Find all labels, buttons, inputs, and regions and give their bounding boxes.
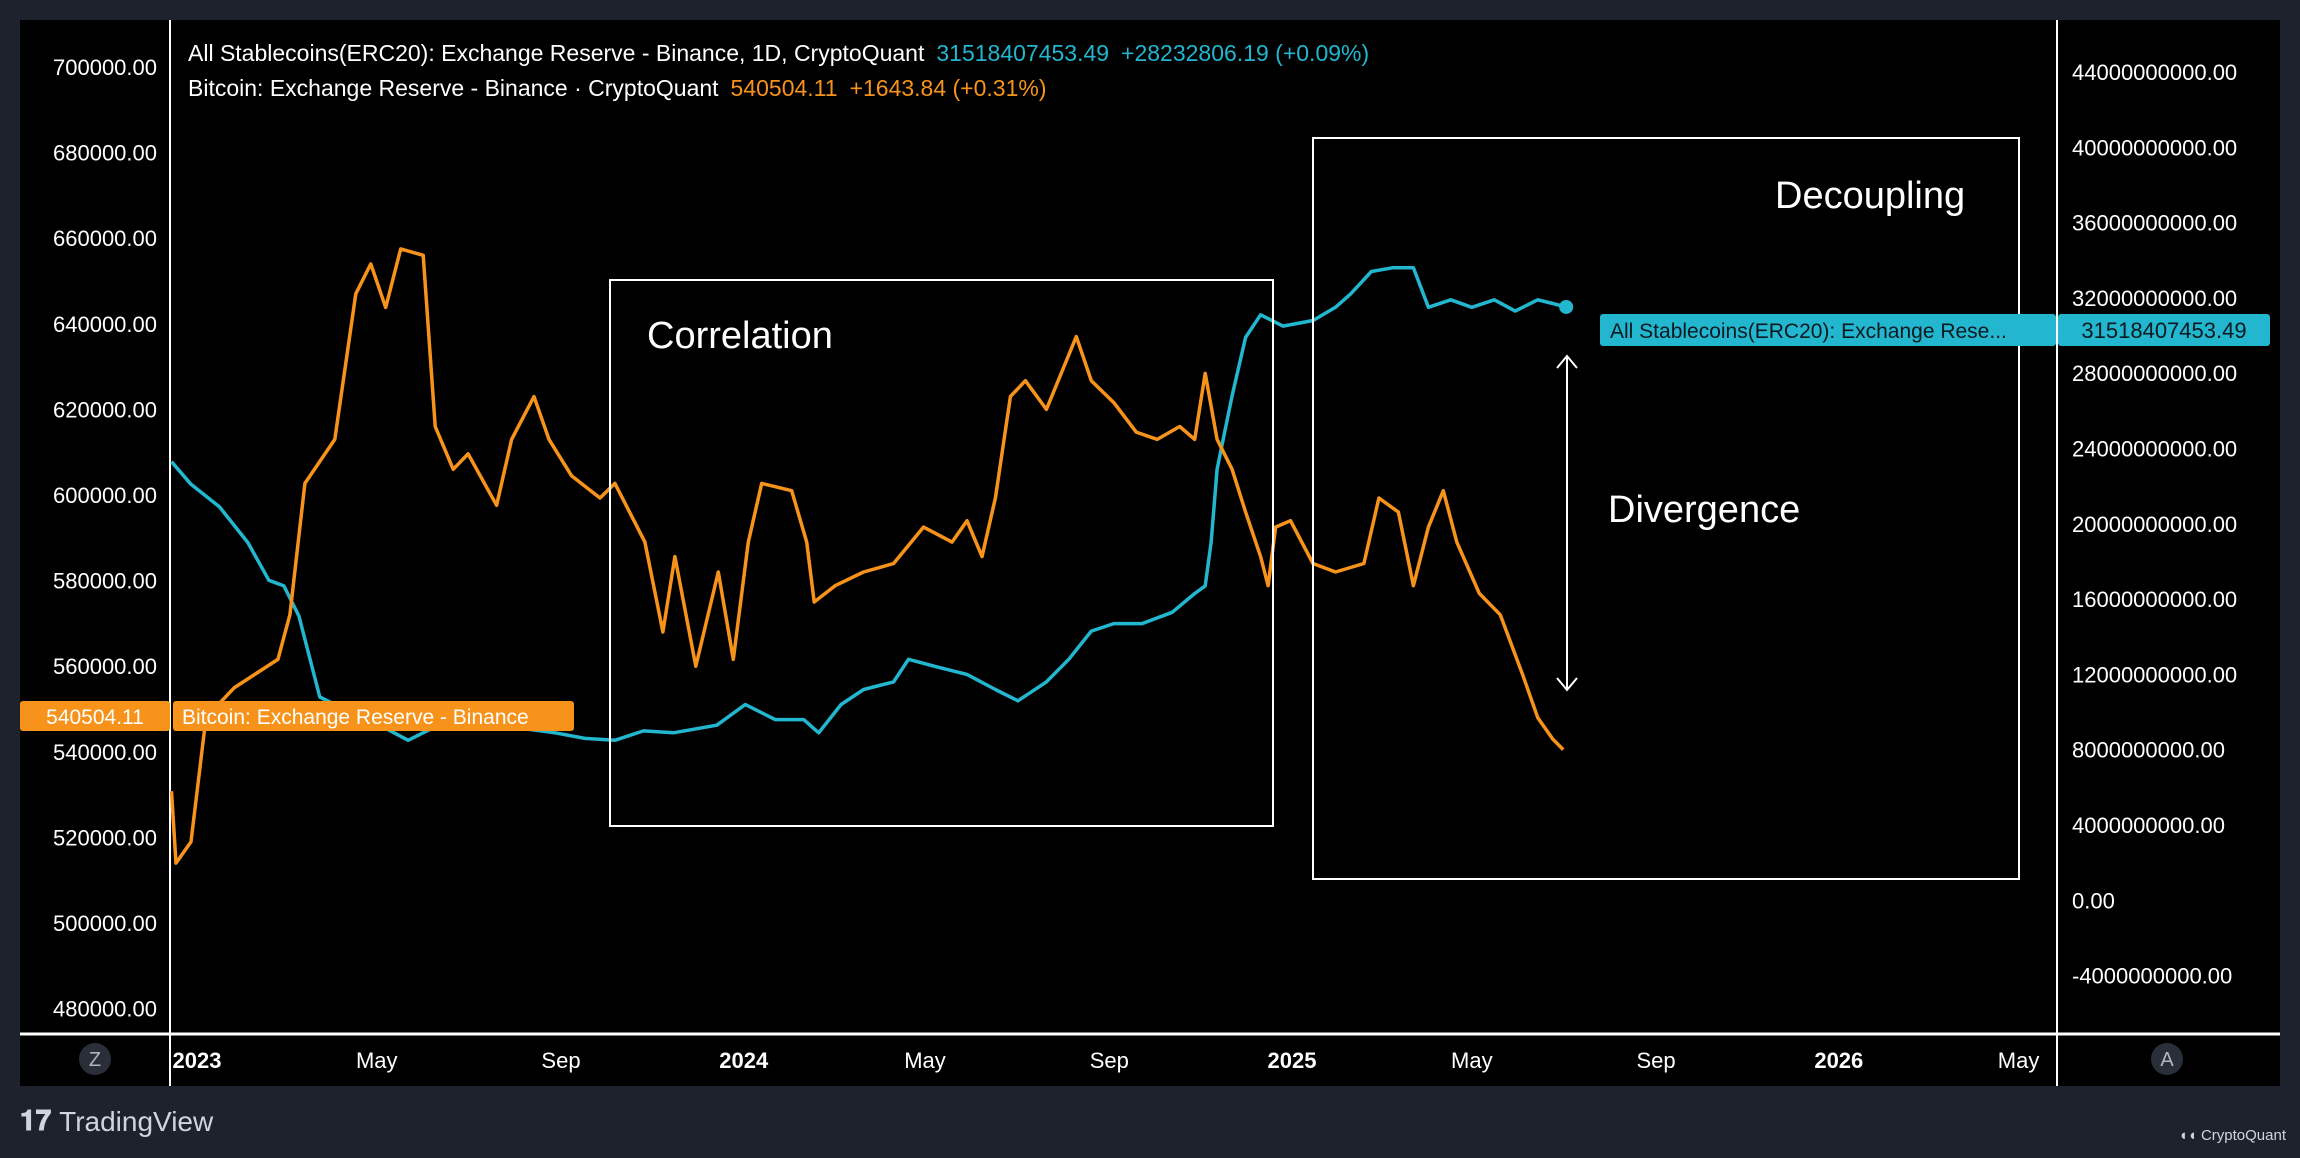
left-axis-tick-label: 540000.00 <box>53 740 157 765</box>
tradingview-logo-icon: 𝟏𝟕 <box>20 1105 52 1136</box>
right-axis-tick-label: 4000000000.00 <box>2072 813 2225 838</box>
stablecoin-price-label: All Stablecoins(ERC20): Exchange Rese...… <box>1600 314 2270 346</box>
legend-btc-title: Bitcoin: Exchange Reserve - Binance · Cr… <box>188 75 719 101</box>
btc-reserve-line <box>170 247 1565 865</box>
btc-name-label: Bitcoin: Exchange Reserve - Binance <box>182 706 529 729</box>
log-scale-button[interactable]: Z <box>79 1043 111 1075</box>
left-axis-tick-label: 520000.00 <box>53 825 157 850</box>
tradingview-logo-text: TradingView <box>59 1105 214 1137</box>
time-axis-tick-label: 2024 <box>719 1048 769 1073</box>
right-axis-tick-label: 8000000000.00 <box>2072 738 2225 763</box>
right-axis-tick-label: 44000000000.00 <box>2072 60 2237 85</box>
right-axis-tick-label: 32000000000.00 <box>2072 286 2237 311</box>
left-axis-tick-label: 680000.00 <box>53 141 157 166</box>
right-axis-tick-label: 28000000000.00 <box>2072 361 2237 386</box>
svg-text:A: A <box>2160 1049 2174 1071</box>
legend-stablecoin: All Stablecoins(ERC20): Exchange Reserve… <box>188 40 1381 67</box>
time-axis-tick-label: 2023 <box>173 1048 222 1073</box>
decoupling-label: Decoupling <box>1775 175 1965 217</box>
correlation-box[interactable] <box>609 279 1274 827</box>
left-axis-ticks: 700000.00 680000.00 660000.00 640000.00 6200… <box>53 55 157 1022</box>
time-axis-tick-label: Sep <box>1636 1048 1675 1073</box>
right-axis-tick-label: 40000000000.00 <box>2072 135 2237 160</box>
left-axis-tick-label: 500000.00 <box>53 911 157 936</box>
tradingview-logo[interactable]: 𝟏𝟕 TradingView <box>20 1105 213 1138</box>
time-axis-tick-label: May <box>1451 1048 1493 1073</box>
right-axis-tick-label: 36000000000.00 <box>2072 211 2237 236</box>
legend-btc-change: +1643.84 (+0.31%) <box>849 75 1047 101</box>
time-axis-tick-label: Sep <box>541 1048 580 1073</box>
legend-stablecoin-value: 31518407453.49 <box>936 40 1110 66</box>
btc-price-label: 540504.11 Bitcoin: Exchange Reserve - Bi… <box>20 701 574 731</box>
left-axis-tick-label: 700000.00 <box>53 55 157 80</box>
left-axis-tick-label: 620000.00 <box>53 397 157 422</box>
chart-panel <box>20 20 2280 1086</box>
legend-btc-value: 540504.11 <box>730 75 838 101</box>
left-axis-tick-label: 600000.00 <box>53 483 157 508</box>
time-axis-tick-label: May <box>1998 1048 2040 1073</box>
left-axis-tick-label: 640000.00 <box>53 312 157 337</box>
decoupling-box[interactable] <box>1312 137 2020 880</box>
auto-scale-button[interactable]: A <box>2151 1043 2183 1075</box>
right-axis-ticks: 44000000000.00 40000000000.00 36000000000.… <box>2072 60 2237 989</box>
left-axis-tick-label: 480000.00 <box>53 997 157 1022</box>
time-axis-tick-label: May <box>904 1048 946 1073</box>
left-axis-tick-label: 660000.00 <box>53 226 157 251</box>
left-axis-tick-label: 560000.00 <box>53 654 157 679</box>
right-axis-tick-label: -4000000000.00 <box>2072 964 2232 989</box>
time-axis-tick-label: 2025 <box>1268 1048 1317 1073</box>
cryptoquant-logo: ◖◖ CryptoQuant <box>2178 1127 2286 1144</box>
right-axis-tick-label: 12000000000.00 <box>2072 662 2237 687</box>
right-axis-tick-label: 24000000000.00 <box>2072 437 2237 462</box>
time-axis-tick-label: May <box>356 1048 398 1073</box>
svg-text:Z: Z <box>89 1049 101 1071</box>
legend-stablecoin-title: All Stablecoins(ERC20): Exchange Reserve… <box>188 40 925 66</box>
legend-stablecoin-change: +28232806.19 (+0.09%) <box>1121 40 1370 66</box>
stablecoin-value-label: 31518407453.49 <box>2081 318 2246 343</box>
divergence-arrow[interactable] <box>1556 354 1578 692</box>
stablecoin-last-point <box>1559 299 1574 314</box>
stablecoin-name-label: All Stablecoins(ERC20): Exchange Rese... <box>1610 320 2007 343</box>
stablecoin-reserve-line <box>170 266 1567 743</box>
time-axis-ticks: 2023 May Sep 2024 May Sep 2025 May Sep 2026 May <box>173 1048 2040 1073</box>
right-axis-tick-label: 16000000000.00 <box>2072 587 2237 612</box>
right-axis-tick-label: 0.00 <box>2072 888 2115 913</box>
time-axis-tick-label: Sep <box>1090 1048 1129 1073</box>
legend-btc: Bitcoin: Exchange Reserve - Binance · Cr… <box>188 75 1059 102</box>
right-axis-tick-label: 20000000000.00 <box>2072 512 2237 537</box>
time-axis-tick-label: 2026 <box>1814 1048 1863 1073</box>
divergence-label: Divergence <box>1608 489 1800 531</box>
left-axis-tick-label: 580000.00 <box>53 569 157 594</box>
cryptoquant-logo-icon: ◖◖ <box>2178 1127 2201 1144</box>
btc-value-label: 540504.11 <box>46 706 144 729</box>
correlation-label: Correlation <box>647 315 833 357</box>
